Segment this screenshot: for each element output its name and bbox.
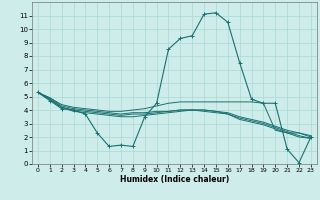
X-axis label: Humidex (Indice chaleur): Humidex (Indice chaleur): [120, 175, 229, 184]
